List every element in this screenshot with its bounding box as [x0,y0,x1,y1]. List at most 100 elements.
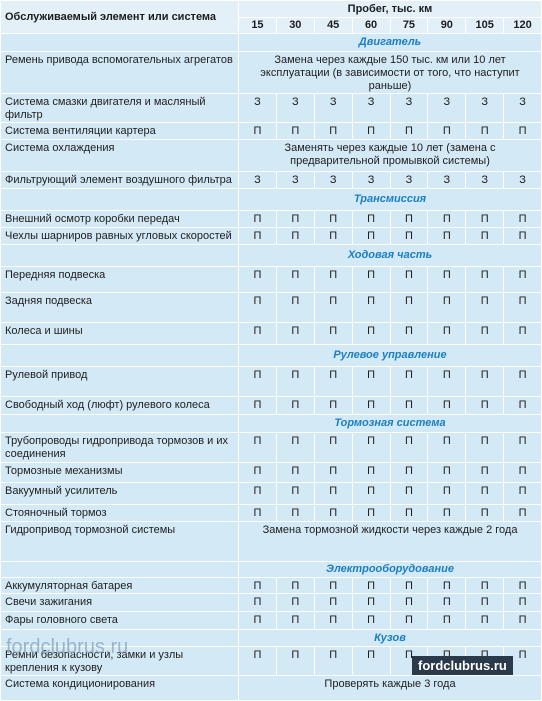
operation-cell: П [465,122,505,140]
section-title: Ходовая часть [238,244,542,267]
item-name: Свечи зажигания [0,593,239,612]
item-row: Рулевой привод П П П П П П П П [0,366,542,397]
operation-cell: П [503,432,542,463]
item-name: Ремень привода вспомогательных агрегатов [0,51,239,94]
operation-cell: П [238,611,277,630]
item-name: Система смазки двигателя и масляный филь… [0,93,239,123]
operation-cell: П [465,227,505,245]
operation-cell: П [238,396,277,415]
item-row: Ремень привода вспомогательных агрегатов… [0,51,542,94]
operation-cell: П [238,366,277,397]
operation-cell: П [238,292,277,323]
operation-cell: П [275,611,315,630]
section-spacer [0,561,239,578]
item-row: Свободный ход (люфт) рулевого колеса П П П П… [0,396,542,415]
item-name: Система кондиционирования [0,675,239,701]
item-name: Система вентиляции картера [0,122,239,140]
item-row: Вакуумный усилитель П П П П П П П П [0,482,542,505]
operation-cell: П [238,593,277,612]
operation-cell: П [389,482,429,505]
operation-cell: П [351,482,391,505]
operation-cell: П [503,210,542,228]
operation-cell: П [351,227,391,245]
operation-cell: П [313,482,353,505]
operation-cell: З [427,93,467,123]
operation-cell: П [427,577,467,594]
section-title: Рулевое управление [238,344,542,367]
operation-cell: П [275,593,315,612]
item-row: Система смазки двигателя и масляный филь… [0,93,542,123]
operation-cell: П [275,646,315,676]
section-row: Рулевое управление [0,344,542,367]
operation-cell: З [275,93,315,123]
operation-cell: П [238,266,277,293]
operation-cell: П [389,122,429,140]
item-row: Фары головного света П П П П П П П П [0,611,542,630]
operation-cell: П [465,432,505,463]
operation-cell: П [427,504,467,522]
operation-cell: П [351,432,391,463]
item-note: Замена через каждые 150 тыс. км или 10 л… [238,51,542,94]
operation-cell: З [465,93,505,123]
operation-cell: З [238,93,277,123]
operation-cell: П [465,577,505,594]
section-spacer [0,188,239,211]
operation-cell: П [427,593,467,612]
item-name: Ремни безопасности, замки и узлы креплен… [0,646,239,676]
item-row: Тормозные механизмы П П П П П П П П [0,462,542,483]
section-spacer [0,33,239,52]
item-row: Система вентиляции картера П П П П П П П П [0,122,542,140]
operation-cell: П [503,577,542,594]
operation-cell: П [503,462,542,483]
operation-cell: П [238,646,277,676]
operation-cell: П [275,366,315,397]
item-title: Обслуживаемый элемент или система [0,0,239,34]
operation-cell: З [427,171,467,189]
item-name: Вакуумный усилитель [0,482,239,505]
operation-cell: П [351,266,391,293]
operation-cell: П [427,396,467,415]
item-row: Система охлаждения Заменять через каждые … [0,139,542,172]
item-row: Трубопроводы гидропривода тормозов и их … [0,432,542,463]
item-row: Чехлы шарниров равных угловых скоростей П… [0,227,542,245]
item-row: Задняя подвеска П П П П П П П П [0,292,542,323]
mileage: 15 [238,17,277,34]
operation-cell: З [313,171,353,189]
watermark: fordclubrus.ru [6,636,129,658]
item-note: Заменять через каждые 10 лет (замена с п… [238,139,542,172]
operation-cell: З [351,171,391,189]
operation-cell: П [389,396,429,415]
operation-cell: П [351,322,391,345]
item-name: Аккумуляторная батарея [0,577,239,594]
operation-cell: П [313,292,353,323]
operation-cell: З [313,93,353,123]
operation-cell: П [313,366,353,397]
operation-cell: З [389,171,429,189]
operation-cell: З [351,93,391,123]
operation-cell: П [313,432,353,463]
operation-cell: П [351,593,391,612]
mileage: 120 [503,17,542,34]
operation-cell: П [427,266,467,293]
operation-cell: З [465,171,505,189]
operation-cell: П [503,266,542,293]
item-row: Колеса и шины П П П П П П П П [0,322,542,345]
operation-cell: П [503,322,542,345]
operation-cell: П [238,504,277,522]
section-spacer [0,344,239,367]
operation-cell: П [238,482,277,505]
operation-cell: П [465,210,505,228]
operation-cell: П [313,611,353,630]
operation-cell: П [427,432,467,463]
operation-cell: П [351,577,391,594]
operation-cell: П [351,504,391,522]
item-row: Свечи зажигания П П П П П П П П [0,593,542,612]
operation-cell: П [389,292,429,323]
operation-cell: П [275,122,315,140]
section-title: Кузов [238,629,542,647]
operation-cell: П [427,322,467,345]
operation-cell: П [427,292,467,323]
